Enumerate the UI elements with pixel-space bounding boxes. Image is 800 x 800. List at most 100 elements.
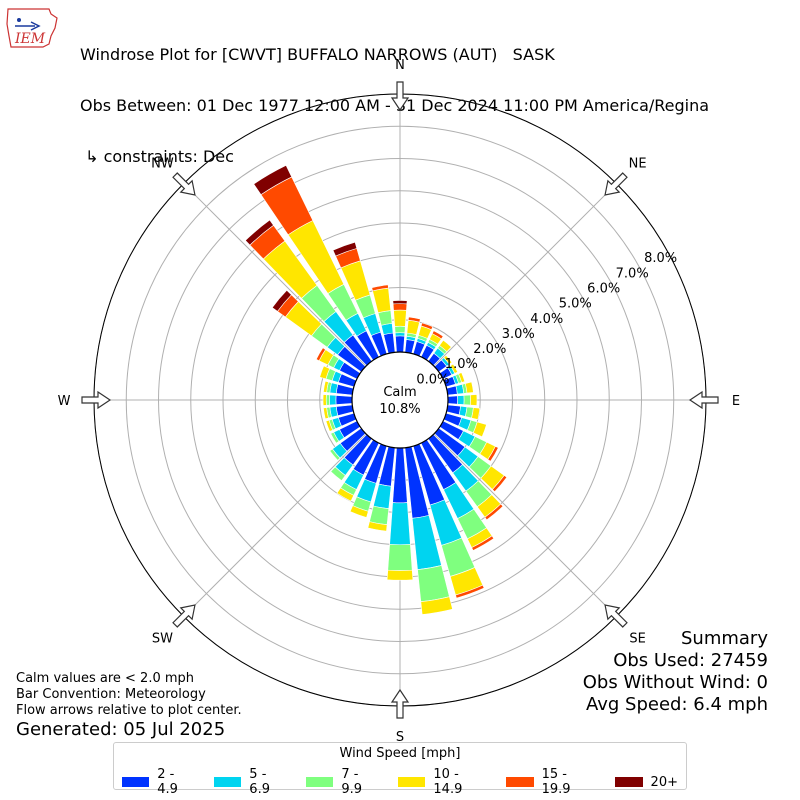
bar-segment <box>371 284 389 292</box>
bar-segment <box>322 394 327 406</box>
bar-segment <box>330 431 340 444</box>
bar-segment <box>244 219 274 246</box>
bar-segment <box>447 395 458 405</box>
legend-label: 7 - 9.9 <box>341 767 363 797</box>
radial-tick-label: 3.0% <box>502 327 535 342</box>
note-calm: Calm values are < 2.0 mph <box>16 671 195 686</box>
bar-segment <box>471 535 495 551</box>
bar-segment <box>450 363 459 374</box>
compass-label: W <box>58 394 71 409</box>
summary-heading: Summary <box>681 628 768 649</box>
bar-segment <box>325 419 334 432</box>
note-bar-convention: Bar Convention: Meteorology <box>16 687 206 702</box>
title-line-2: Obs Between: 01 Dec 1977 12:00 AM - 31 D… <box>80 96 710 115</box>
bar-segment <box>336 487 355 502</box>
flow-arrow-icon <box>688 390 719 410</box>
bar-segment <box>392 447 408 504</box>
grid-spoke <box>433 183 617 367</box>
legend-title: Wind Speed [mph] <box>339 746 461 761</box>
bar-segment <box>323 380 329 393</box>
legend-label: 5 - 6.9 <box>249 767 270 797</box>
bar-segment <box>253 164 293 196</box>
compass-label: N <box>395 58 405 73</box>
bar-segment <box>389 502 411 546</box>
bar-segment <box>392 300 408 305</box>
bar-segment <box>330 466 346 482</box>
bar-segment <box>446 404 461 416</box>
bar-segment <box>387 544 413 571</box>
bar-segment <box>392 303 408 311</box>
bar-segment <box>406 319 420 336</box>
compass-label: NE <box>629 156 647 171</box>
radial-tick-label: 1.0% <box>445 357 478 372</box>
legend-items: 2 - 4.9 5 - 6.9 7 - 9.9 10 - 14.9 15 - 1… <box>114 767 686 797</box>
summary-block: Summary Obs Used: 27459 Obs Without Wind… <box>583 628 768 716</box>
bar-segment <box>329 448 341 461</box>
radial-tick-label: 8.0% <box>644 251 677 266</box>
legend-swatch <box>398 777 426 787</box>
bar-segment <box>457 395 465 405</box>
compass-label: E <box>732 394 740 409</box>
legend-swatch <box>506 777 534 787</box>
calm-label: Calm <box>383 385 416 400</box>
compass-label: NW <box>151 156 174 171</box>
legend-swatch <box>306 777 334 787</box>
notes-block: Calm values are < 2.0 mph Bar Convention… <box>16 671 242 719</box>
legend-label: 20+ <box>650 774 678 790</box>
bar-segment <box>271 289 292 312</box>
flow-arrow-icon <box>390 688 410 719</box>
bar-segment <box>487 445 499 462</box>
legend-item: 10 - 14.9 <box>398 767 490 797</box>
bar-segment <box>470 394 478 406</box>
bar-segment <box>472 421 487 438</box>
bar-segment <box>325 394 330 406</box>
title-line-1: Windrose Plot for [CWVT] BUFFALO NARROWS… <box>80 45 555 64</box>
radial-tick-label: 5.0% <box>559 297 592 312</box>
bar-segment <box>458 372 466 383</box>
calm-circle <box>351 351 449 449</box>
bar-segment <box>332 241 358 257</box>
bar-segment <box>349 505 369 518</box>
radial-tick-label: 6.0% <box>587 282 620 297</box>
bar-segment <box>491 475 508 493</box>
bar-segment <box>372 287 392 314</box>
legend-swatch <box>614 777 643 787</box>
summary-obs-without-wind: Obs Without Wind: 0 <box>582 672 768 693</box>
bar-segment <box>404 339 416 354</box>
compass-label: SW <box>152 632 173 647</box>
flow-arrow-icon <box>172 604 196 628</box>
iem-logo-graphic: IEM <box>6 8 58 48</box>
note-flow-arrows: Flow arrows relative to plot center. <box>16 703 242 718</box>
logo-text: IEM <box>14 31 46 47</box>
legend-item: 20+ <box>614 767 678 797</box>
bar-segment <box>367 521 388 532</box>
bar-segment <box>393 309 407 327</box>
legend-label: 15 - 19.9 <box>541 767 571 797</box>
legend-item: 2 - 4.9 <box>122 767 198 797</box>
bar-segment <box>455 584 485 599</box>
bar-segment <box>394 325 406 334</box>
bar-segment <box>323 407 329 420</box>
bar-segment <box>431 330 444 340</box>
calm-value: 10.8% <box>379 402 420 417</box>
radial-tick-label: 2.0% <box>473 342 506 357</box>
flow-arrow-icon <box>604 604 628 628</box>
legend-item: 7 - 9.9 <box>306 767 382 797</box>
legend-label: 2 - 4.9 <box>157 767 178 797</box>
grid-spoke <box>183 433 367 617</box>
flow-arrow-icon <box>390 81 410 112</box>
radial-tick-label: 0.0% <box>416 372 449 387</box>
radial-tick-label: 4.0% <box>530 312 563 327</box>
compass-label: S <box>396 730 404 745</box>
flow-arrow-icon <box>81 390 112 410</box>
bar-segment <box>394 332 406 337</box>
flow-arrow-icon <box>604 172 628 196</box>
bar-segment <box>386 569 414 581</box>
flow-arrow-icon <box>172 172 196 196</box>
legend: Wind Speed [mph] 2 - 4.9 5 - 6.9 7 - 9.9… <box>113 742 687 797</box>
bar-segment <box>420 596 453 615</box>
bar-segment <box>463 394 471 406</box>
legend-swatch <box>214 777 242 787</box>
legend-item: 15 - 19.9 <box>506 767 598 797</box>
